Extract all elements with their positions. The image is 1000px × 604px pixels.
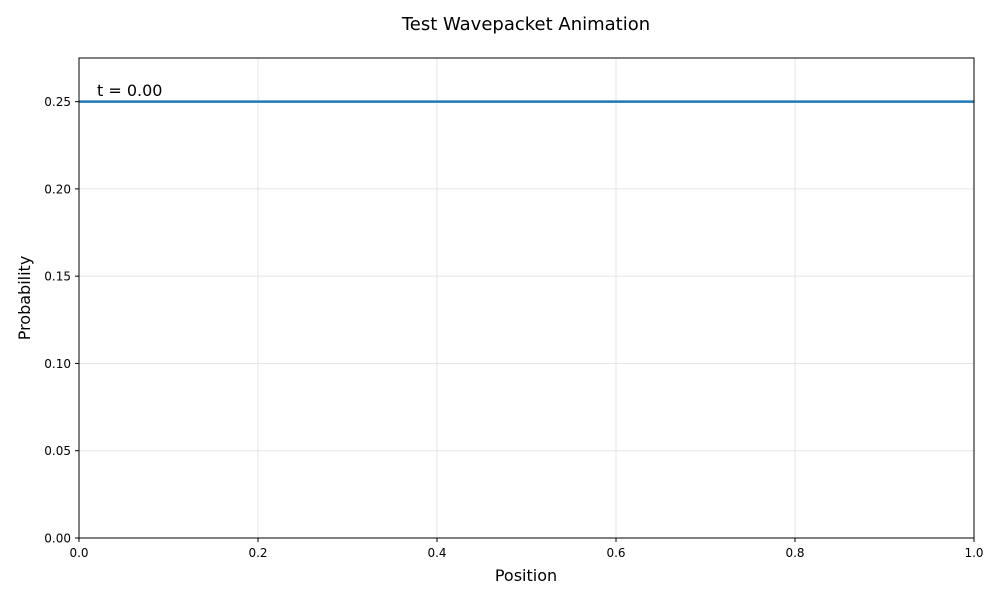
y-tick-label: 0.10 (44, 357, 71, 371)
y-tick-label: 0.00 (44, 532, 71, 546)
x-tick-label: 0.8 (785, 546, 804, 560)
y-tick-label: 0.05 (44, 444, 71, 458)
chart-title: Test Wavepacket Animation (401, 14, 650, 35)
y-tick-label: 0.15 (44, 270, 71, 284)
y-tick-label: 0.25 (44, 95, 71, 109)
x-tick-label: 0.6 (606, 546, 625, 560)
axis-ticks (75, 101, 975, 542)
y-axis-label: Probability (15, 256, 34, 341)
x-tick-label: 0.0 (69, 546, 88, 560)
x-axis-label: Position (495, 566, 557, 585)
x-tick-label: 1.0 (964, 546, 983, 560)
axis-tick-labels: 0.0 0.2 0.4 0.6 0.8 1.0 0.00 0.05 0.10 0.15 0.20 0.… (44, 95, 983, 560)
time-annotation: t = 0.00 (97, 81, 162, 100)
x-tick-label: 0.4 (427, 546, 446, 560)
x-tick-label: 0.2 (248, 546, 267, 560)
y-tick-label: 0.20 (44, 182, 71, 196)
plot-frame (78, 57, 975, 539)
